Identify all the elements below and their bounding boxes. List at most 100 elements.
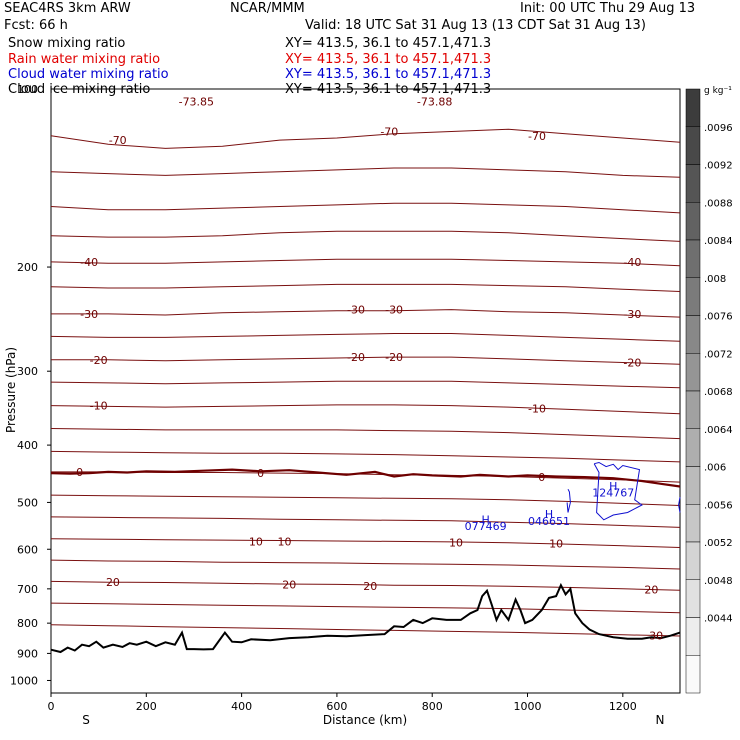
y-axis-label: Pressure (hPa) [4,347,18,433]
isotherm-label: 20 [644,584,658,597]
cloud-max-label: 077469 [465,520,507,533]
field-label-cloud-water: Cloud water mixing ratio [8,67,169,82]
colorbar-box [685,504,701,543]
isotherm-line [50,602,681,614]
contour-labels: -73.85 -73.88 -70 -70 -70 -40 -40 -30 -30 -30 -30 -… [76,96,663,643]
isotherm-label: 10 [277,535,291,548]
colorbar-label: .0068 [704,387,733,398]
isotherm-line [50,230,681,242]
cloud-water-contour [678,497,681,513]
header-init: Init: 00 UTC Thu 29 Aug 13 [520,1,696,16]
isotherm-label: -10 [90,400,108,413]
isotherm-line [50,428,681,440]
isotherm-label: -73.85 [179,96,214,109]
colorbar-box [685,353,701,392]
isotherm-line [50,580,681,591]
isotherm-label: -70 [109,134,127,147]
isotherm-label: -30 [80,308,98,321]
header-valid: Valid: 18 UTC Sat 31 Aug 13 (13 CDT Sat … [305,18,646,33]
isotherm-label: -70 [528,130,546,143]
isotherm-label: -20 [385,351,403,364]
colorbar-label: .0072 [704,349,733,360]
colorbar-label: .0076 [704,312,733,323]
cloud-max-label: H [609,480,617,493]
isotherm-line [50,450,681,463]
colorbar-box [685,126,701,165]
y-tick-label: 900 [17,647,38,660]
colorbar-label: .0064 [704,425,733,436]
isotherm-line [50,202,681,214]
colorbar-box [685,88,701,127]
isotherm-label: -20 [347,351,365,364]
colorbar: .0096 .0092 .0088 .0084 .008 .0076 .0072 .0068.… [685,86,733,694]
isotherm-line [50,258,681,267]
colorbar-box [685,277,701,316]
colorbar-box [685,655,701,694]
field-label-rain: Rain water mixing ratio [8,52,161,67]
isotherm-line [50,167,681,178]
y-tick-label: 400 [17,439,38,452]
temperature-contours [50,128,681,637]
colorbar-box [685,239,701,278]
field-xy-snow: XY= 413.5, 36.1 to 457.1,471.3 [285,36,492,51]
isotherm-label: -40 [80,256,98,269]
isotherm-label: -20 [90,354,108,367]
field-label-snow: Snow mixing ratio [8,36,126,51]
isotherm-label: -73.88 [417,96,452,109]
zero-isotherm-line [50,468,681,488]
cloud-max-label: 046651 [528,515,570,528]
isotherm-label: -20 [623,356,641,369]
isotherm-label: -70 [380,126,398,139]
cloud-water-contour [566,488,571,513]
isotherm-label: 10 [449,536,463,549]
cloud-water-contours [566,461,681,521]
x-tick-label: 0 [48,700,55,713]
isotherm-line [50,333,681,342]
colorbar-label: .0048 [704,576,733,587]
isotherm-line [50,559,681,570]
isotherm-label: 0 [538,471,545,484]
cloud-max-label: H [545,508,553,521]
isotherm-line [50,128,681,149]
colorbar-box [685,466,701,505]
isotherm-line [51,309,681,318]
x-tick-label: 1200 [609,700,637,713]
colorbar-label: .0052 [704,538,733,549]
colorbar-box [685,579,701,618]
x-tick-label: 400 [231,700,252,713]
colorbar-label: .0056 [704,500,733,511]
isotherm-label: 20 [106,576,120,589]
plot-frame [50,88,681,694]
header-center: NCAR/MMM [230,1,305,16]
terrain-line [50,582,681,654]
terrain-profile [50,582,681,654]
y-tick-label: 200 [17,261,38,274]
colorbar-box [685,617,701,656]
colorbar-box [685,428,701,467]
colorbar-label: .0044 [704,614,733,625]
x-axis-label: Distance (km) [323,713,407,727]
y-tick-label: 700 [17,583,38,596]
colorbar-box [685,202,701,241]
plot-border [50,88,681,694]
x-end-label-south: S [82,713,90,727]
y-tick-label: 500 [17,496,38,509]
isotherm-line [50,516,681,528]
x-tick-label: 800 [422,700,443,713]
isotherm-line [50,380,681,389]
x-end-label-north: N [656,713,665,727]
isotherm-label: 30 [649,629,663,642]
isotherm-line [51,356,681,365]
isotherm-line [50,283,681,292]
y-tick-label: 1000 [10,674,38,687]
y-tick-label: 800 [17,617,38,630]
colorbar-box [685,390,701,429]
y-tick-label: 300 [17,365,38,378]
isotherm-label: 20 [363,580,377,593]
colorbar-box [685,315,701,354]
isotherm-label: -30 [385,304,403,317]
x-tick-label: 200 [136,700,157,713]
field-xy-cloud-water: XY= 413.5, 36.1 to 457.1,471.3 [285,67,492,82]
